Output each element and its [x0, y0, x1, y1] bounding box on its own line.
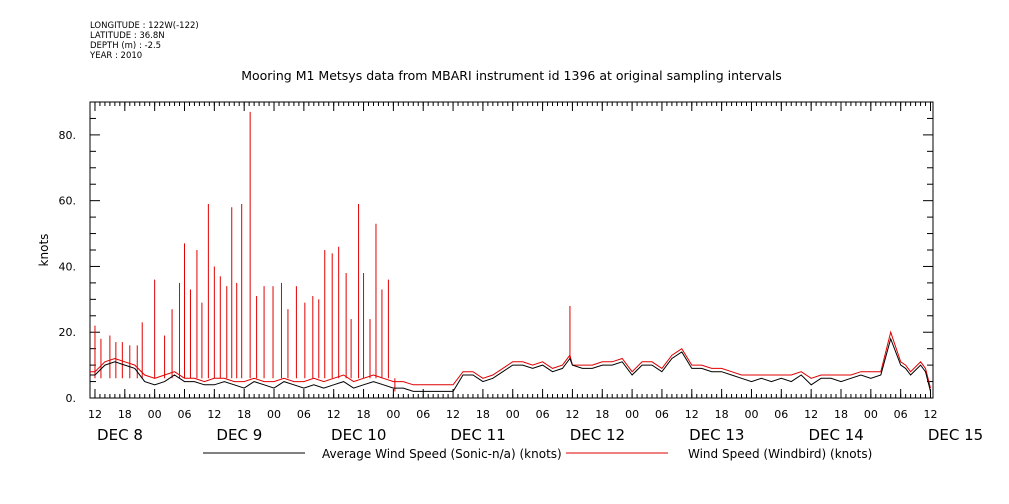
x-tick-label: 12 — [685, 408, 699, 421]
x-tick-label: 18 — [476, 408, 490, 421]
sonic-series — [90, 337, 931, 392]
depth-label: DEPTH (m) : -2.5 — [90, 41, 162, 51]
x-tick-label: 06 — [774, 408, 788, 421]
x-tick-label: 00 — [386, 408, 400, 421]
day-label: DEC 12 — [570, 426, 625, 444]
day-label: DEC 9 — [216, 426, 262, 444]
x-tick-label: 12 — [565, 408, 579, 421]
x-tick-label: 18 — [357, 408, 371, 421]
windbird-series — [90, 111, 931, 392]
x-tick-label: 00 — [625, 408, 639, 421]
x-tick-label: 06 — [536, 408, 550, 421]
x-tick-label: 06 — [655, 408, 669, 421]
x-tick-label: 18 — [715, 408, 729, 421]
x-tick-label: 00 — [267, 408, 281, 421]
plot-frame — [89, 101, 934, 399]
y-tick-label: 0. — [66, 392, 77, 405]
x-tick-label: 12 — [207, 408, 221, 421]
x-tick-label: 18 — [595, 408, 609, 421]
x-tick-label: 18 — [834, 408, 848, 421]
x-tick-label: 12 — [327, 408, 341, 421]
x-tick-label: 00 — [148, 408, 162, 421]
chart-title: Mooring M1 Metsys data from MBARI instru… — [241, 68, 782, 83]
windbird-line — [90, 330, 931, 389]
x-tick-label: 06 — [894, 408, 908, 421]
x-tick-label: 06 — [177, 408, 191, 421]
x-tick-label: 12 — [88, 408, 102, 421]
x-tick-label: 18 — [118, 408, 132, 421]
x-tick-label: 06 — [297, 408, 311, 421]
day-label: DEC 10 — [331, 426, 386, 444]
day-label: DEC 13 — [689, 426, 744, 444]
y-tick-label: 60. — [59, 195, 77, 208]
year-label: YEAR : 2010 — [90, 51, 143, 61]
x-tick-label: 18 — [237, 408, 251, 421]
x-tick-label: 00 — [744, 408, 758, 421]
latitude-label: LATITUDE : 36.8N — [90, 31, 165, 41]
longitude-label: LONGITUDE : 122W(-122) — [90, 21, 199, 31]
y-axis-label: knots — [37, 234, 51, 267]
day-label: DEC 15 — [928, 426, 983, 444]
legend-label-sonic: Average Wind Speed (Sonic-n/a) (knots) — [322, 447, 562, 461]
y-tick-label: 20. — [59, 326, 77, 339]
day-label: DEC 14 — [808, 426, 863, 444]
legend-label-windbird: Wind Speed (Windbird) (knots) — [688, 447, 872, 461]
x-tick-label: 00 — [864, 408, 878, 421]
sonic-line — [90, 337, 931, 392]
x-tick-label: 12 — [924, 408, 938, 421]
x-tick-label: 12 — [446, 408, 460, 421]
day-label: DEC 8 — [97, 426, 143, 444]
axis-labels: 0. 20. 40. 60. 80. knots 12 18 00 06 12 18 00 06 12 18 0… — [37, 129, 983, 444]
x-tick-label: 12 — [804, 408, 818, 421]
legend: Average Wind Speed (Sonic-n/a) (knots) Wi… — [203, 447, 872, 461]
metadata-block: LONGITUDE : 122W(-122) LATITUDE : 36.8N … — [90, 21, 199, 61]
day-label: DEC 11 — [450, 426, 505, 444]
y-tick-label: 40. — [59, 260, 77, 273]
x-tick-label: 06 — [416, 408, 430, 421]
x-tick-label: 00 — [506, 408, 520, 421]
plot-axes — [89, 101, 934, 399]
y-tick-label: 80. — [59, 129, 77, 142]
